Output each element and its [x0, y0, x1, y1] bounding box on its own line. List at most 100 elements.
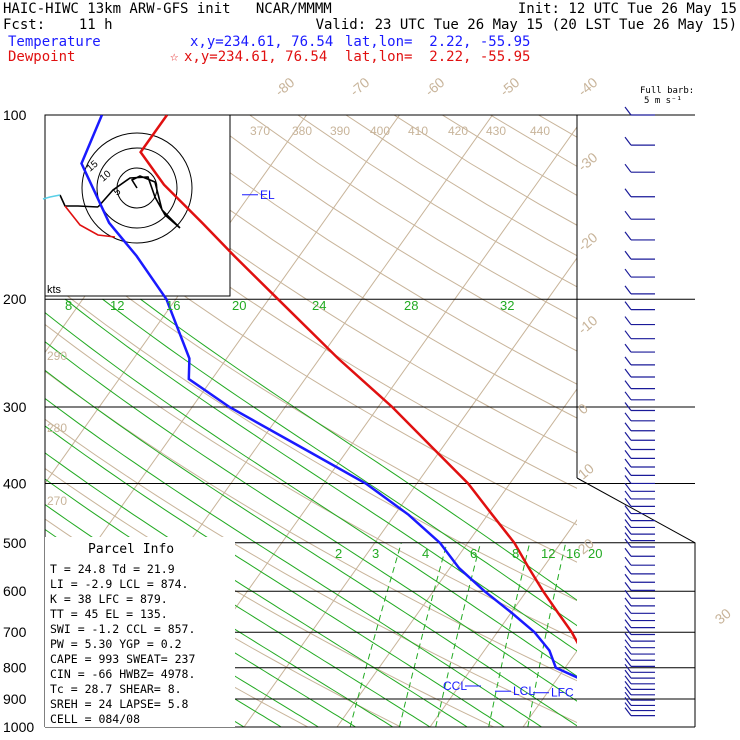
wind-barb-flag — [624, 581, 632, 591]
wind-barb-flag — [624, 458, 632, 468]
isotherm-label: -60 — [422, 74, 448, 99]
mixing-ratio-label: 4 — [422, 546, 429, 561]
mixing-ratio-line — [349, 542, 402, 727]
mixing-ratio-label: 28 — [404, 298, 418, 313]
init-time: Init: 12 UTC Tue 26 May 15 — [517, 1, 737, 17]
wind-barb-flag — [624, 422, 632, 432]
parcel-info-panel — [45, 537, 235, 727]
theta-label: 420 — [448, 124, 468, 138]
parcel-info-row: CAPE = 993 SWEAT= 237 — [50, 652, 195, 666]
theta-label: 280 — [47, 421, 67, 435]
wind-barb-flag — [624, 547, 632, 557]
mixing-ratio-label: 16 — [166, 298, 180, 313]
hodograph-trace-black — [97, 175, 181, 229]
pressure-tick-label: 500 — [3, 535, 27, 551]
wind-barb-flag — [624, 285, 632, 295]
wind-barb-flag — [624, 301, 632, 311]
wind-barb-flag — [624, 482, 632, 492]
wind-barb-flag — [624, 612, 632, 621]
theta-label: 410 — [408, 124, 428, 138]
parcel-info-row: PW = 5.30 YGP = 0.2 — [50, 637, 182, 651]
forecast-hour: Fcst: 11 h — [3, 17, 113, 33]
pressure-tick-label: 100 — [3, 107, 27, 123]
wind-barb-flag — [624, 231, 632, 241]
dry-adiabat — [104, 115, 577, 419]
barb-legend-title: Full barb: — [640, 86, 695, 96]
barb-legend-unit: 5 m s⁻¹ — [644, 96, 682, 106]
wind-barb-flag — [624, 402, 632, 411]
isotherm-label: -20 — [575, 229, 601, 254]
parcel-info-row: CELL = 084/08 — [50, 712, 140, 726]
wind-barb-flag — [624, 250, 632, 260]
wind-barb-flag — [624, 573, 632, 583]
hodograph-trace-black — [59, 194, 99, 208]
wind-barb-flag — [624, 707, 632, 716]
dry-adiabat — [153, 115, 577, 385]
wind-barb-flag — [624, 268, 632, 278]
pressure-tick-label: 200 — [3, 291, 27, 307]
isotherm-label: -70 — [347, 74, 373, 99]
mixing-ratio-label: 16 — [566, 546, 580, 561]
pressure-tick-label: 700 — [3, 624, 27, 640]
mixing-ratio-label: 2 — [335, 546, 342, 561]
level-label-ccl: CCL — [443, 679, 467, 693]
mixing-ratio-label: 24 — [312, 298, 326, 313]
dry-adiabat — [45, 370, 577, 682]
wind-barb-flag — [624, 697, 632, 706]
dry-adiabat — [45, 145, 577, 489]
theta-label: 440 — [530, 124, 550, 138]
dewpoint-latlon: lat,lon= 2.22, -55.95 — [345, 49, 531, 65]
wind-barb-flag — [624, 475, 632, 484]
theta-label: 370 — [250, 124, 270, 138]
isotherm-label: -80 — [272, 74, 298, 99]
wind-barb-flag — [624, 380, 632, 390]
wind-barb-flag — [624, 450, 632, 459]
theta-label: 400 — [370, 124, 390, 138]
mixing-ratio-label: 8 — [512, 546, 519, 561]
wind-barb-flag — [624, 490, 632, 500]
wind-barb-flag — [624, 210, 632, 220]
temperature-trace — [139, 115, 577, 645]
parcel-info-title: Parcel Info — [88, 542, 174, 557]
isotherm-line — [709, 115, 740, 727]
mixing-ratio-line — [398, 542, 448, 727]
parcel-info-row: Tc = 28.7 SHEAR= 8. — [50, 682, 182, 696]
wind-barb-flag — [624, 556, 632, 566]
dry-adiabat — [45, 418, 577, 724]
isotherm-label: -50 — [497, 74, 523, 99]
isotherm-line — [336, 388, 577, 727]
wind-barb-flag — [624, 686, 632, 696]
theta-label: 390 — [330, 124, 350, 138]
theta-label: 290 — [47, 349, 67, 363]
wind-barb-flag — [624, 702, 632, 711]
hodograph-trace-cyan — [42, 194, 61, 200]
wind-barb-flag — [624, 669, 632, 679]
wind-barb-flag — [624, 316, 632, 325]
wind-barb-flag — [624, 675, 632, 685]
parcel-info-row: CIN = -66 HWBZ= 4978. — [50, 667, 195, 681]
parcel-info-row: LI = -2.9 LCL = 874. — [50, 577, 188, 591]
wind-barb-flag — [624, 589, 632, 599]
hodograph-ring-label: 5 — [112, 186, 124, 198]
theta-label: 430 — [486, 124, 506, 138]
parcel-info-row: SREH = 24 LAPSE= 5.8 — [50, 697, 189, 711]
parcel-info-row: T = 24.8 Td = 21.9 — [50, 562, 175, 576]
pressure-tick-label: 1000 — [3, 719, 34, 735]
star-icon: ☆ — [170, 49, 179, 65]
dry-adiabat — [45, 188, 577, 526]
wind-barb-flag — [624, 505, 632, 514]
wind-barb-flag — [624, 467, 632, 476]
level-label-lcl: LCL — [513, 684, 535, 698]
hodograph-unit-label: kts — [47, 284, 62, 296]
wind-barb-flag — [624, 431, 632, 441]
wind-barb-flag — [624, 538, 632, 548]
wind-barb-flag — [624, 188, 632, 198]
parcel-info-row: TT = 45 EL = 135. — [50, 607, 168, 621]
parcel-info-row: K = 38 LFC = 879. — [50, 592, 168, 606]
wind-barb-flag — [624, 619, 632, 628]
wind-barb-flag — [624, 639, 632, 649]
wind-barb-flag — [624, 330, 632, 340]
mixing-ratio-label: 12 — [110, 298, 124, 313]
wind-barb-flag — [624, 391, 632, 401]
isotherm-line — [429, 519, 577, 727]
